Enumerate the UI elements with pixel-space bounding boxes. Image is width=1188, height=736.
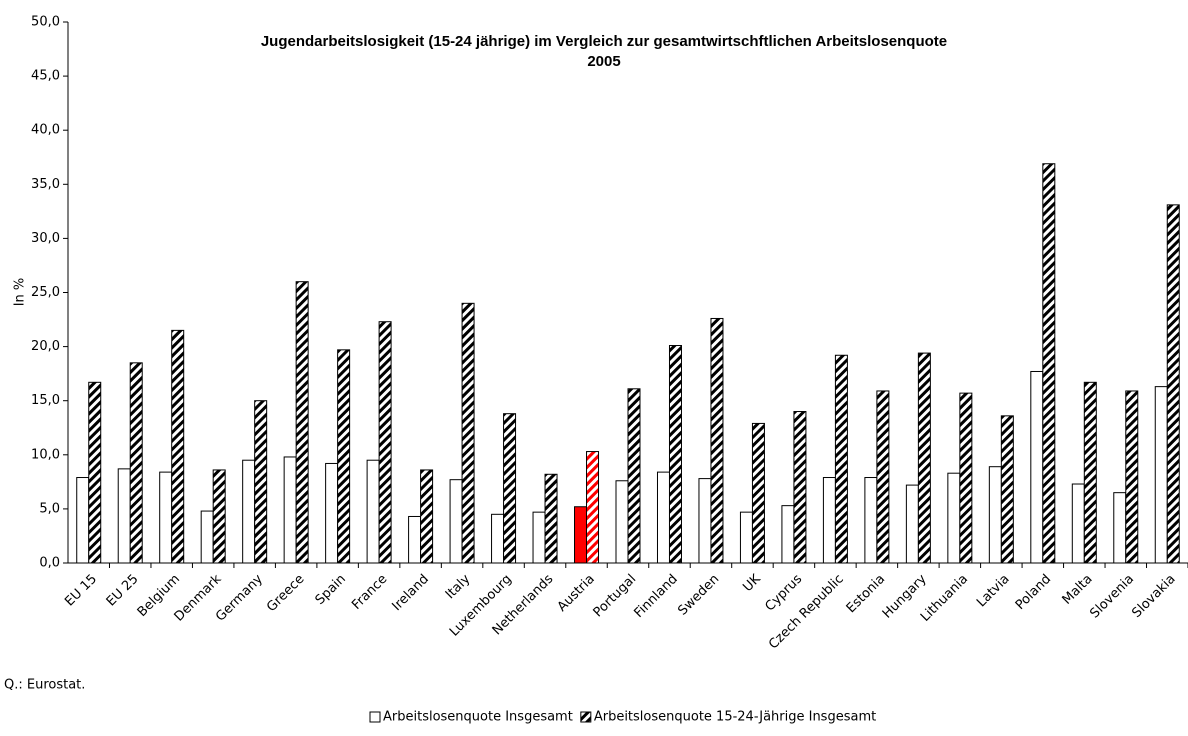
bar xyxy=(408,515,422,564)
bar xyxy=(295,281,309,564)
x-tick-label: Poland xyxy=(1013,572,1054,613)
bar xyxy=(656,471,670,564)
x-tick-label: Ireland xyxy=(389,572,431,614)
bar xyxy=(242,459,256,564)
x-tick-label: UK xyxy=(740,571,764,595)
x-tick-label: Spain xyxy=(313,572,349,608)
bar xyxy=(159,471,173,564)
x-tick-label: Italy xyxy=(443,571,474,602)
bar xyxy=(1042,163,1056,564)
bar xyxy=(1113,492,1127,564)
bar xyxy=(627,388,641,564)
bar xyxy=(1154,386,1168,564)
bar xyxy=(864,477,878,564)
y-tick-label: 45,0 xyxy=(31,69,60,84)
bar xyxy=(420,469,434,564)
bar xyxy=(283,456,297,564)
bar xyxy=(1125,390,1139,564)
x-tick-label: Finnland xyxy=(631,572,680,621)
y-tick-label: 0,0 xyxy=(39,556,60,571)
source-note: Q.: Eurostat. xyxy=(4,678,85,693)
bar xyxy=(129,362,143,564)
bar xyxy=(917,352,931,564)
bar xyxy=(449,479,463,564)
x-tick-label: Portugal xyxy=(591,572,640,621)
bar xyxy=(461,302,475,564)
bar xyxy=(698,478,712,564)
legend-label: Arbeitslosenquote 15-24-Jährige Insgesam… xyxy=(594,710,876,725)
x-tick-label: EU 15 xyxy=(62,572,100,610)
bar xyxy=(586,451,600,564)
bar xyxy=(947,472,961,564)
bar xyxy=(366,459,380,564)
bar xyxy=(337,349,351,564)
bar xyxy=(876,390,890,564)
bar xyxy=(834,354,848,564)
x-tick-label: EU 25 xyxy=(104,572,142,610)
bar xyxy=(1000,415,1014,564)
bar xyxy=(76,477,90,564)
bar xyxy=(1083,381,1097,564)
y-tick-label: 30,0 xyxy=(31,231,60,246)
legend: Arbeitslosenquote Insgesamt Arbeitslosenq… xyxy=(369,710,876,725)
bar xyxy=(668,345,682,564)
y-tick-label: 15,0 xyxy=(31,393,60,408)
bar xyxy=(254,400,268,564)
bar xyxy=(793,411,807,564)
bar xyxy=(751,422,765,564)
y-tick-label: 10,0 xyxy=(31,447,60,462)
x-tick-label: Greece xyxy=(264,572,307,615)
bar xyxy=(532,511,546,564)
bar xyxy=(739,511,753,564)
bar xyxy=(171,329,185,564)
legend-label: Arbeitslosenquote Insgesamt xyxy=(383,710,573,725)
bar xyxy=(905,484,919,564)
bar xyxy=(1166,204,1180,564)
x-tick-label: Czech Republic xyxy=(766,572,847,653)
legend-swatch xyxy=(580,711,592,723)
bar xyxy=(200,510,214,564)
y-tick-label: 20,0 xyxy=(31,339,60,354)
bar xyxy=(781,505,795,564)
legend-swatch xyxy=(369,711,381,723)
bar xyxy=(1071,483,1085,564)
bar xyxy=(822,477,836,564)
bar xyxy=(959,392,973,564)
y-axis-label: In % xyxy=(13,278,28,307)
x-tick-label: Slovakia xyxy=(1129,572,1178,621)
y-tick-label: 5,0 xyxy=(39,501,60,516)
bar xyxy=(503,413,517,564)
x-tick-label: Malta xyxy=(1060,572,1096,608)
bar xyxy=(378,321,392,564)
x-tick-label: Latvia xyxy=(974,572,1013,611)
y-tick-label: 50,0 xyxy=(31,15,60,30)
bar xyxy=(988,466,1002,564)
y-tick-label: 25,0 xyxy=(31,285,60,300)
x-tick-label: Slovenia xyxy=(1087,572,1137,622)
bar xyxy=(615,480,629,564)
bar xyxy=(574,506,588,564)
bar xyxy=(491,513,505,564)
bar xyxy=(325,462,339,564)
chart-subtitle: 2005 xyxy=(587,53,620,70)
bar xyxy=(710,317,724,564)
bar xyxy=(88,381,102,564)
y-tick-label: 40,0 xyxy=(31,123,60,138)
x-tick-label: Sweden xyxy=(675,572,722,619)
bar xyxy=(1030,370,1044,564)
bar xyxy=(212,469,226,564)
chart-title: Jugendarbeitslosigkeit (15-24 jährige) i… xyxy=(261,33,947,50)
x-tick-label: France xyxy=(349,572,390,613)
bar xyxy=(544,473,558,564)
y-tick-label: 35,0 xyxy=(31,177,60,192)
bar xyxy=(117,468,131,564)
